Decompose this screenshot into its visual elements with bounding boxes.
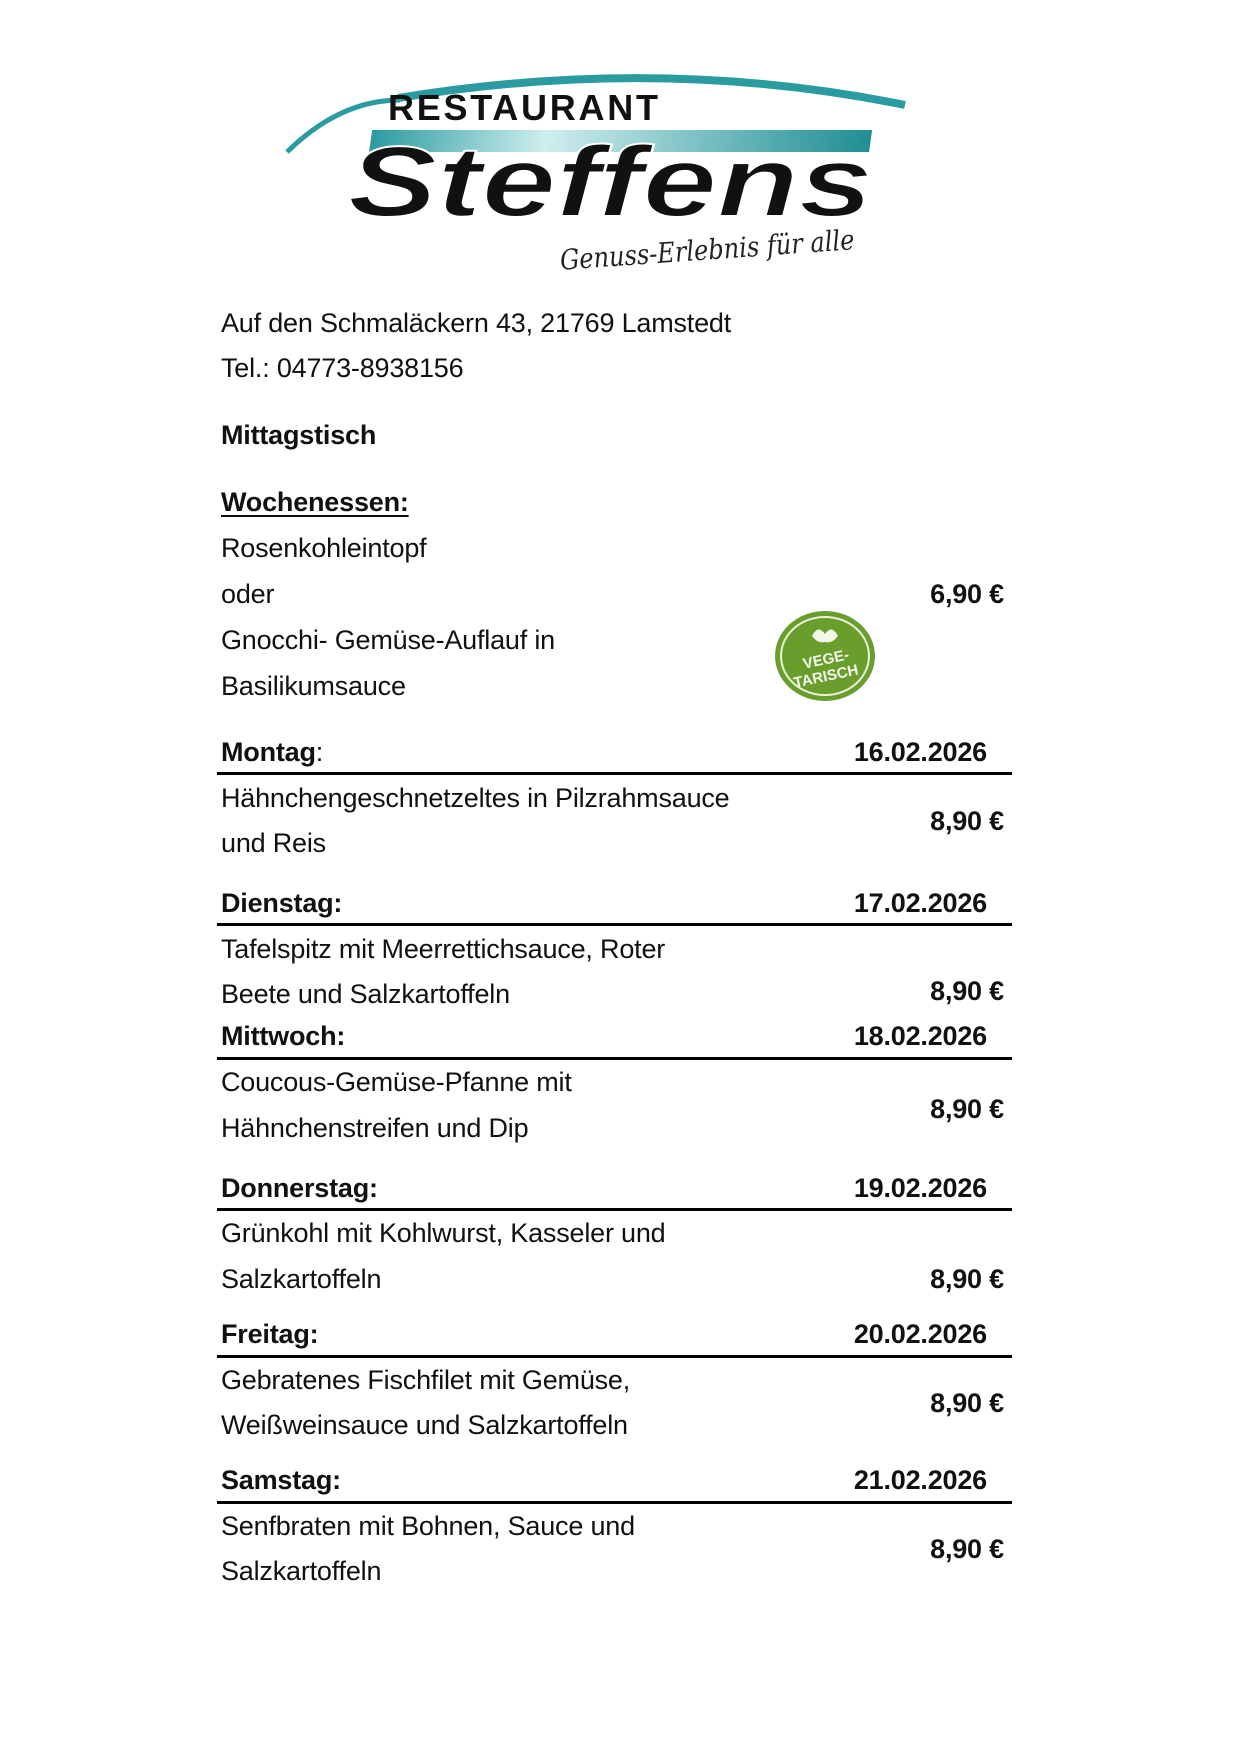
- dish-line: Salzkartoffeln: [221, 1264, 382, 1294]
- dish-line: und Reis: [221, 828, 326, 858]
- address: Auf den Schmaläckern 43, 21769 Lamstedt: [221, 308, 732, 338]
- day-date: 18.02.2026: [853, 1021, 987, 1051]
- day-label: Dienstag:: [221, 888, 343, 918]
- day-label: Mittwoch:: [221, 1021, 346, 1051]
- day-name: Mittwoch:: [221, 1020, 345, 1052]
- day-name: Samstag:: [221, 1464, 341, 1496]
- day-label: Donnerstag:: [221, 1173, 378, 1203]
- dish-line: Tafelspitz mit Meerrettichsauce, Roter: [221, 934, 666, 964]
- dish-price: 8,90 €: [930, 806, 1004, 836]
- day-name: Montag:: [221, 736, 323, 768]
- section-title: Mittagstisch: [221, 420, 377, 450]
- day-date: 20.02.2026: [853, 1319, 987, 1349]
- day-colon: :: [315, 737, 324, 767]
- logo-name-text: Steffens: [348, 126, 873, 238]
- vegetarian-badge-icon: VEGE- TARISCH: [775, 611, 875, 701]
- day-label: Samstag:: [221, 1465, 341, 1495]
- day-name: Dienstag:: [221, 887, 342, 919]
- dish-line: Gebratenes Fischfilet mit Gemüse,: [221, 1365, 631, 1395]
- dish-price: 8,90 €: [930, 976, 1004, 1006]
- day-name: Freitag:: [221, 1318, 319, 1350]
- dish-price: 8,90 €: [930, 1534, 1004, 1564]
- dish-line: Grünkohl mit Kohlwurst, Kasseler und: [221, 1218, 666, 1248]
- phone: Tel.: 04773-8938156: [221, 353, 464, 383]
- day-date: 19.02.2026: [853, 1173, 987, 1203]
- day-date: 16.02.2026: [853, 737, 987, 767]
- day-label: Montag: [221, 737, 316, 767]
- divider: [217, 1208, 1012, 1211]
- logo-restaurant-text: RESTAURANT: [388, 87, 658, 128]
- divider: [217, 923, 1012, 926]
- dish-line: Salzkartoffeln: [221, 1556, 382, 1586]
- dish-line: Hähnchenstreifen und Dip: [221, 1113, 529, 1143]
- dish-line: Hähnchengeschnetzeltes in Pilzrahmsauce: [221, 783, 730, 813]
- divider: [217, 1355, 1012, 1358]
- dish-price: 8,90 €: [930, 1388, 1004, 1418]
- day-date: 21.02.2026: [853, 1465, 987, 1495]
- weekly-line: Basilikumsauce: [221, 671, 406, 701]
- weekly-line: oder: [221, 579, 275, 609]
- restaurant-logo: RESTAURANT Steffens Genuss-Erlebnis für …: [285, 74, 906, 277]
- day-label: Freitag:: [221, 1319, 319, 1349]
- divider: [217, 1501, 1012, 1504]
- weekly-line: Rosenkohleintopf: [221, 533, 427, 563]
- dish-line: Coucous-Gemüse-Pfanne mit: [221, 1067, 572, 1097]
- weekly-price: 6,90 €: [930, 579, 1004, 609]
- dish-line: Senfbraten mit Bohnen, Sauce und: [221, 1511, 635, 1541]
- dish-line: Weißweinsauce und Salzkartoffeln: [221, 1410, 628, 1440]
- dish-line: Beete und Salzkartoffeln: [221, 979, 510, 1009]
- day-date: 17.02.2026: [853, 888, 987, 918]
- divider: [217, 1057, 1012, 1060]
- dish-price: 8,90 €: [930, 1094, 1004, 1124]
- dish-price: 8,90 €: [930, 1264, 1004, 1294]
- weekly-heading: Wochenessen:: [221, 487, 409, 517]
- weekly-line: Gnocchi- Gemüse-Auflauf in: [221, 625, 555, 655]
- day-name: Donnerstag:: [221, 1172, 378, 1204]
- divider: [217, 772, 1012, 775]
